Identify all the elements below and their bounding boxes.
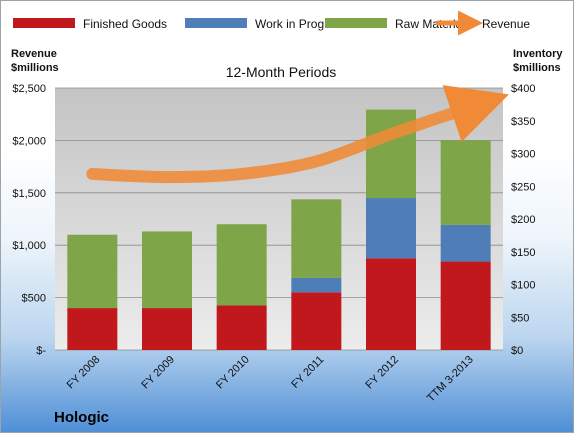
bar-finished-goods bbox=[291, 292, 342, 350]
bar-raw-materials bbox=[440, 140, 491, 225]
right-tick-label: $350 bbox=[511, 116, 535, 128]
legend-swatch bbox=[13, 18, 75, 28]
grid-lines bbox=[55, 87, 503, 351]
legend: Finished Goods Work in Progress Raw Materi… bbox=[13, 10, 530, 36]
plot-area bbox=[55, 88, 503, 350]
left-tick-label: $- bbox=[36, 345, 46, 357]
x-tick-label: FY 2010 bbox=[214, 354, 252, 392]
left-axis-title: Revenue $millions bbox=[11, 48, 60, 74]
x-tick-label: FY 2008 bbox=[65, 354, 103, 392]
right-tick-label: $200 bbox=[511, 214, 535, 226]
bar-work-in-progress bbox=[440, 224, 491, 262]
bar-finished-goods bbox=[440, 261, 491, 350]
left-axis-title-line2: $millions bbox=[11, 62, 59, 74]
bars-group bbox=[67, 109, 491, 350]
bar-raw-materials bbox=[142, 231, 192, 309]
bar-finished-goods bbox=[366, 258, 416, 350]
right-axis-title-line2: $millions bbox=[513, 62, 561, 74]
right-tick-label: $300 bbox=[511, 149, 535, 161]
right-tick-label: $150 bbox=[511, 247, 535, 259]
x-tick-label: FY 2011 bbox=[289, 354, 326, 391]
right-axis-ticks: $0 $50 $100 $150 $200 $250 $300 $350 $400 bbox=[511, 83, 535, 357]
bar-work-in-progress bbox=[291, 277, 342, 293]
left-axis-title-line1: Revenue bbox=[11, 48, 57, 60]
x-tick-label: FY 2009 bbox=[139, 354, 177, 392]
left-tick-label: $2,500 bbox=[12, 83, 46, 95]
legend-label: Work in Progress bbox=[255, 17, 347, 31]
right-axis-title: Inventory $millions bbox=[513, 48, 566, 74]
right-tick-label: $100 bbox=[511, 280, 535, 292]
bar-raw-materials bbox=[216, 224, 267, 306]
right-tick-label: $50 bbox=[511, 312, 529, 324]
legend-swatch bbox=[325, 18, 387, 28]
bar-raw-materials bbox=[291, 199, 342, 278]
revenue-line bbox=[86, 85, 509, 184]
x-tick-label: FY 2012 bbox=[363, 354, 401, 392]
left-tick-label: $1,500 bbox=[12, 188, 46, 200]
legend-label: Revenue bbox=[482, 17, 530, 31]
right-tick-label: $400 bbox=[511, 83, 535, 95]
legend-swatch bbox=[185, 18, 247, 28]
bar-finished-goods bbox=[67, 308, 118, 350]
right-tick-label: $250 bbox=[511, 181, 535, 193]
left-tick-label: $1,000 bbox=[12, 240, 46, 252]
bar-finished-goods bbox=[142, 308, 192, 350]
right-axis-title-line1: Inventory bbox=[513, 48, 563, 60]
legend-label: Finished Goods bbox=[83, 17, 167, 31]
left-tick-label: $500 bbox=[22, 293, 46, 305]
left-tick-label: $2,000 bbox=[12, 135, 46, 147]
chart-subtitle: 12-Month Periods bbox=[226, 64, 337, 80]
left-axis-ticks: $- $500 $1,000 $1,500 $2,000 $2,500 bbox=[12, 83, 46, 357]
bar-work-in-progress bbox=[366, 198, 416, 259]
x-tick-label: TTM 3-2013 bbox=[425, 354, 476, 405]
right-tick-label: $0 bbox=[511, 345, 523, 357]
bar-raw-materials bbox=[67, 234, 118, 309]
bar-finished-goods bbox=[216, 305, 267, 350]
x-axis-ticks: FY 2008 FY 2009 FY 2010 FY 2011 FY 2012 TTM 3… bbox=[65, 354, 476, 405]
company-name: Hologic bbox=[54, 409, 109, 426]
